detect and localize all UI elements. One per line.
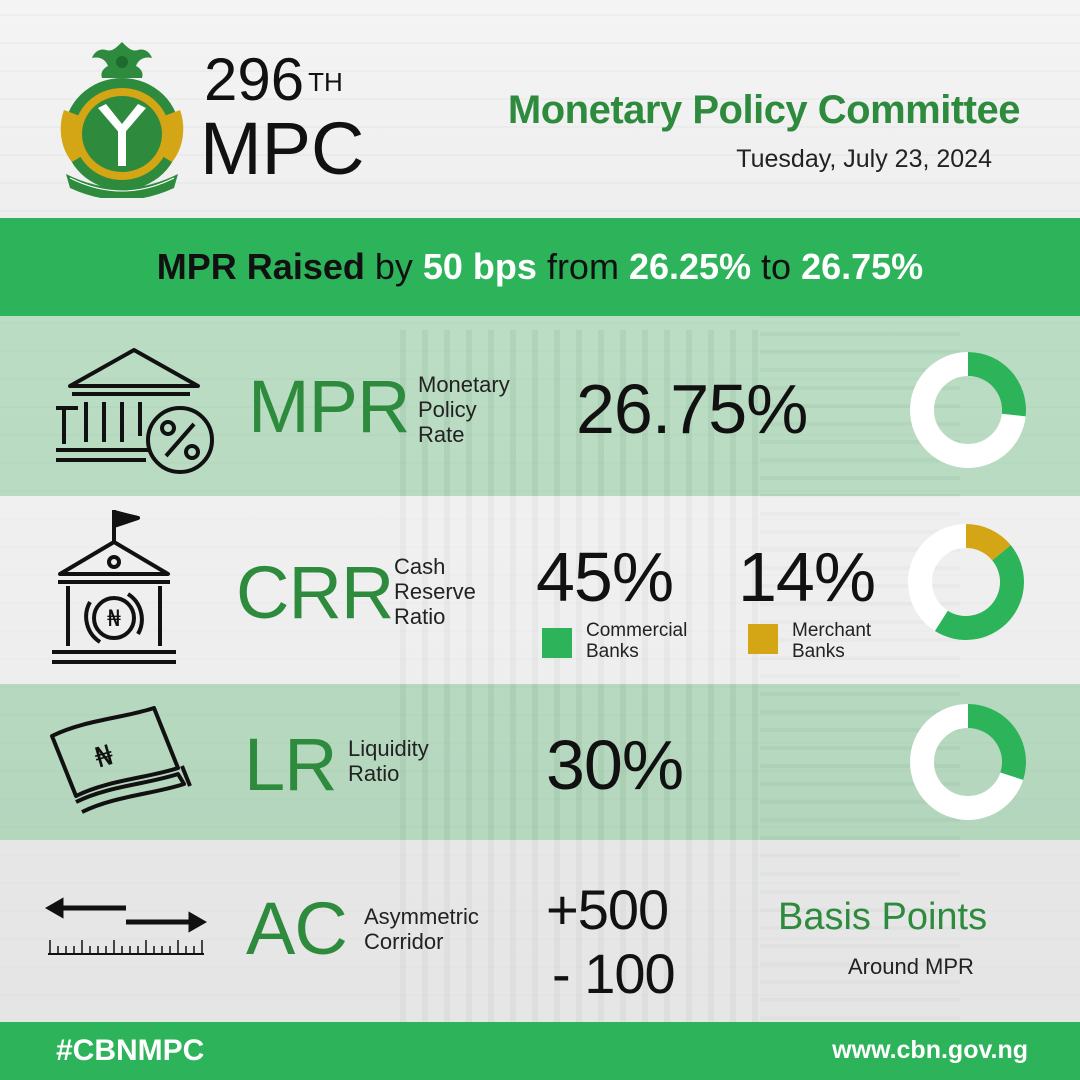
- hashtag-link[interactable]: #CBNMPC: [56, 1034, 205, 1067]
- crr-line-1: Cash: [394, 554, 446, 579]
- mpc-number-suffix: TH: [308, 67, 343, 97]
- lr-full-name: Liquidity Ratio: [348, 736, 429, 786]
- lr-donut-segment-lr: [968, 704, 1026, 780]
- lr-abbr: LR: [244, 723, 338, 806]
- legend-merchant-label: Merchant Banks: [792, 620, 871, 662]
- legend-merchant-swatch: [748, 624, 778, 654]
- row-ac: AC Asymmetric Corridor +500 - 100 Basis …: [0, 840, 1080, 1022]
- committee-title: Monetary Policy Committee: [507, 88, 1021, 132]
- lr-value: 30%: [546, 726, 684, 804]
- crr-donut-segment-merchant: [966, 524, 1011, 561]
- ac-value-down: - 100: [552, 942, 676, 1005]
- mpr-abbr: MPR: [248, 365, 410, 448]
- row-mpr: MPR Monetary Policy Rate 26.75%: [0, 316, 1080, 496]
- footer: #CBNMPC www.cbn.gov.ng: [0, 1022, 1080, 1080]
- banner-bps: 50 bps: [422, 246, 537, 287]
- legend-commercial-line-1: Commercial: [586, 620, 688, 641]
- cbn-logo: [60, 42, 184, 198]
- row-crr: ₦ CRR Cash Reserve Ratio 45% 14% Commerc…: [0, 496, 1080, 684]
- ac-line-1: Asymmetric: [364, 904, 479, 929]
- svg-text:₦: ₦: [91, 738, 117, 775]
- mpr-banner: MPR Raised by 50 bps from 26.25% to 26.7…: [0, 218, 1080, 316]
- legend-merchant-line-2: Banks: [792, 641, 845, 662]
- lr-donut-chart: [910, 704, 1026, 820]
- header: 296 TH MPC Monetary Policy Committee Tues…: [0, 0, 1080, 218]
- bank-percent-icon: [56, 348, 214, 474]
- crr-line-2: Reserve: [394, 579, 476, 604]
- crr-commercial-value: 45%: [536, 538, 674, 616]
- ac-full-name: Asymmetric Corridor: [364, 904, 479, 954]
- legend-merchant-line-1: Merchant: [792, 620, 872, 641]
- lr-line-1: Liquidity: [348, 736, 429, 761]
- mpc-label: MPC: [200, 107, 365, 190]
- crr-full-name: Cash Reserve Ratio: [394, 554, 476, 629]
- mpr-donut-chart: [910, 352, 1026, 468]
- website-link[interactable]: www.cbn.gov.ng: [832, 1036, 1028, 1064]
- mpr-donut-segment-mpr: [968, 352, 1026, 417]
- legend-commercial-label: Commercial Banks: [586, 620, 687, 662]
- crr-donut-segment-commercial: [934, 545, 1024, 640]
- cash-stack-icon: ₦: [50, 706, 192, 814]
- banner-to: to: [761, 246, 792, 287]
- lr-line-2: Ratio: [348, 761, 400, 786]
- basis-points-subtitle: Around MPR: [848, 954, 974, 979]
- mpc-number: 296 TH: [204, 46, 343, 113]
- corridor-ruler-icon: [44, 897, 208, 955]
- mpr-line-1: Monetary: [418, 372, 510, 397]
- legend-commercial-line-2: Banks: [586, 641, 639, 662]
- ac-abbr: AC: [246, 887, 348, 970]
- mpr-line-3: Rate: [418, 422, 465, 447]
- crr-abbr: CRR: [236, 551, 394, 634]
- bank-naira-icon: ₦: [52, 510, 176, 664]
- basis-points-title: Basis Points: [778, 896, 988, 938]
- banner-old-rate: 26.25%: [628, 246, 752, 287]
- ac-value-up: +500: [546, 878, 669, 941]
- banner-from: from: [546, 246, 619, 287]
- legend-commercial-swatch: [542, 628, 572, 658]
- crr-line-3: Ratio: [394, 604, 446, 629]
- banner-new-rate: 26.75%: [801, 246, 924, 287]
- svg-text:₦: ₦: [107, 607, 121, 632]
- ac-line-2: Corridor: [364, 929, 444, 954]
- crr-donut-chart: [908, 524, 1024, 640]
- crr-merchant-value: 14%: [738, 538, 876, 616]
- banner-mpr-raised: MPR Raised: [156, 246, 365, 287]
- mpr-full-name: Monetary Policy Rate: [418, 372, 510, 447]
- mpr-line-2: Policy: [418, 397, 477, 422]
- mpr-value: 26.75%: [576, 370, 808, 448]
- banner-by: by: [374, 246, 413, 287]
- row-lr: ₦ LR Liquidity Ratio 30%: [0, 684, 1080, 840]
- meeting-date: Tuesday, July 23, 2024: [736, 145, 992, 173]
